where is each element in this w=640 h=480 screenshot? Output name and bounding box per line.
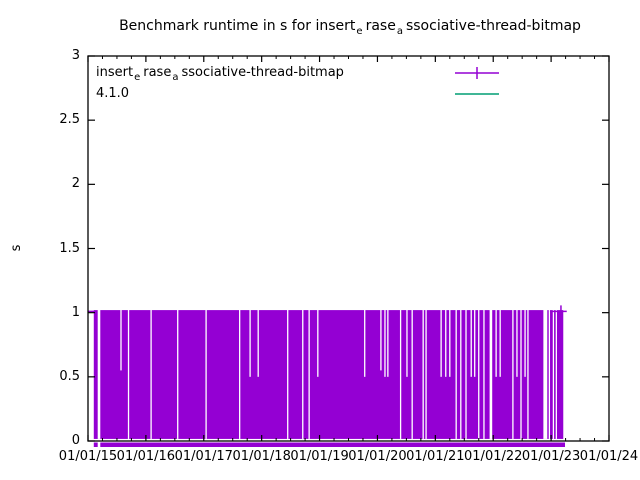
data-gap xyxy=(127,309,130,439)
x-tick-label: 01/01/15 xyxy=(58,449,118,464)
data-gap xyxy=(308,309,310,439)
data-gap xyxy=(470,309,472,377)
data-gap xyxy=(317,309,319,377)
legend-label-part: rase xyxy=(143,65,172,80)
data-gap xyxy=(445,309,447,377)
title-subscript-e: e xyxy=(356,26,363,37)
legend-entry-series: inserte rasea ssociative-thread-bitmap xyxy=(96,65,344,83)
data-gap xyxy=(364,309,366,377)
data-gap xyxy=(474,309,476,377)
data-gap xyxy=(287,309,289,439)
y-tick-label: 1.5 xyxy=(59,240,80,256)
x-tick-label: 01/01/20 xyxy=(348,449,407,464)
data-gap xyxy=(249,309,251,377)
x-tick-label: 01/01/23 xyxy=(521,449,581,464)
data-gap xyxy=(399,309,402,439)
y-tick-label: 1 xyxy=(71,304,80,320)
data-gap xyxy=(302,309,304,439)
title-part: Benchmark runtime in s for insert xyxy=(119,18,356,34)
data-gap xyxy=(524,309,526,377)
series-data-block xyxy=(93,310,564,439)
data-gap xyxy=(499,309,501,377)
legend-entry-version: 4.1.0 xyxy=(96,86,130,101)
title-subscript-a: a xyxy=(396,26,403,37)
legend-subscript-e: e xyxy=(134,72,141,83)
x-tick-label: 01/01/21 xyxy=(406,449,465,464)
y-tick-label: 2 xyxy=(71,176,80,192)
legend-label-part: insert xyxy=(96,65,134,80)
data-gap xyxy=(380,309,382,371)
data-gap xyxy=(239,309,241,439)
data-gap xyxy=(150,309,152,439)
data-gap xyxy=(552,309,555,439)
data-gap xyxy=(384,309,386,377)
title-part: rase xyxy=(365,18,396,34)
data-gap xyxy=(527,309,529,439)
data-gap xyxy=(520,309,522,439)
x-tick-label: 01/01/16 xyxy=(116,449,176,464)
data-gap xyxy=(495,309,497,377)
data-gap xyxy=(411,309,413,439)
data-gap xyxy=(449,309,451,377)
data-gap xyxy=(465,309,467,439)
legend-label-part: ssociative-thread-bitmap xyxy=(181,65,344,80)
data-gap xyxy=(516,309,518,377)
y-tick-label: 0 xyxy=(71,433,80,448)
data-gap xyxy=(205,309,207,439)
data-gap xyxy=(177,309,179,439)
x-tick-label: 01/01/18 xyxy=(232,449,291,464)
y-tick-label: 2.5 xyxy=(59,112,80,128)
data-gap xyxy=(548,309,551,439)
data-gap xyxy=(97,442,101,448)
data-gap xyxy=(478,309,480,439)
series-zero-band xyxy=(93,442,566,447)
x-tick-label: 01/01/19 xyxy=(290,449,349,464)
data-gap xyxy=(483,309,485,439)
data-gap xyxy=(543,309,548,439)
data-gap xyxy=(257,309,259,377)
data-gap xyxy=(455,309,457,439)
data-gap xyxy=(460,309,462,439)
data-gap xyxy=(97,309,101,439)
y-tick-label: 3 xyxy=(71,48,80,63)
data-gap xyxy=(440,309,442,377)
data-gap xyxy=(489,309,493,439)
data-gap xyxy=(555,309,557,439)
title-part: ssociative-thread-bitmap xyxy=(405,18,581,34)
y-tick-label: 0.5 xyxy=(59,368,80,384)
data-gap xyxy=(512,309,514,439)
legend-subscript-a: a xyxy=(172,72,179,83)
x-tick-label: 01/01/22 xyxy=(464,449,523,464)
data-gap xyxy=(387,309,389,377)
data-gap xyxy=(406,309,408,377)
data-gap xyxy=(425,309,427,439)
data-gap xyxy=(120,309,122,371)
x-tick-label: 01/01/17 xyxy=(174,449,233,464)
x-tick-label: 01/01/24 xyxy=(579,449,639,464)
data-gap xyxy=(422,309,424,439)
chart-title: Benchmark runtime in s for inserte rasea s… xyxy=(88,18,612,37)
